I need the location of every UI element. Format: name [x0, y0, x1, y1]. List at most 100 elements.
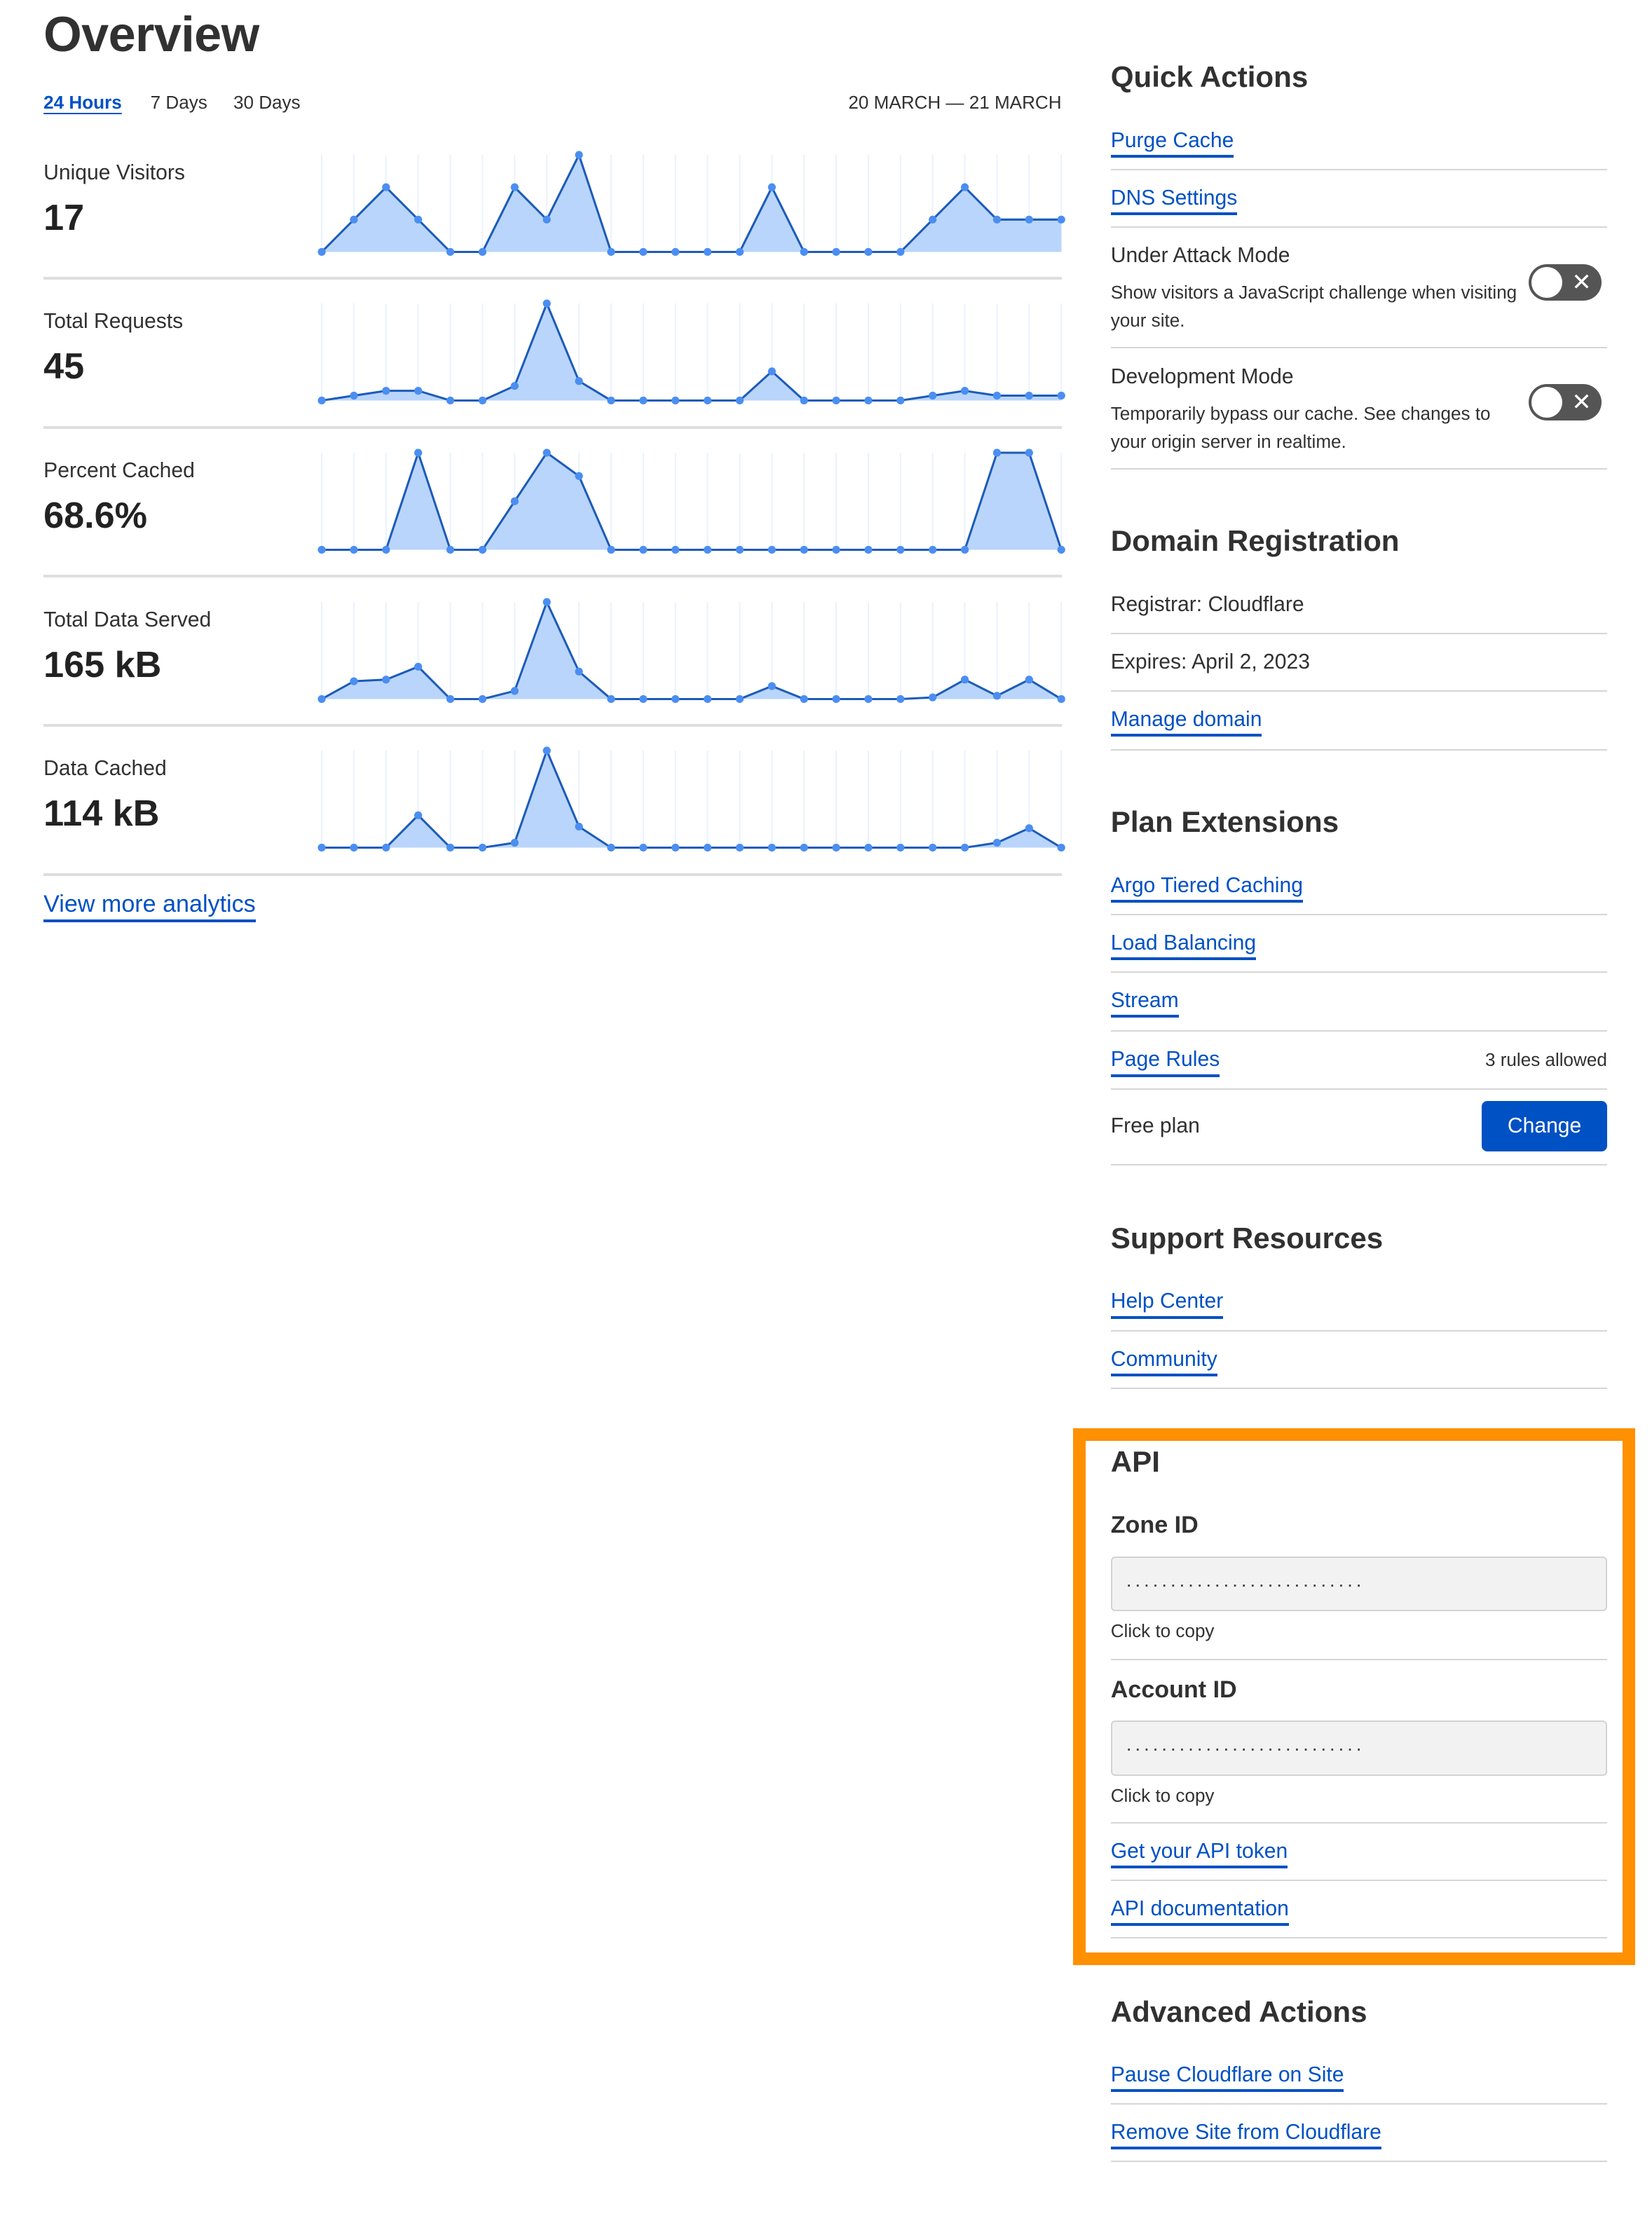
pause-cloudflare-link[interactable]: Pause Cloudflare on Site: [1110, 2061, 1344, 2092]
chart-point: [961, 545, 969, 554]
chart-point: [671, 247, 680, 256]
chart-point: [864, 397, 873, 405]
chart-point: [479, 695, 487, 703]
divider: [43, 873, 1062, 876]
chart-point: [896, 397, 905, 405]
help-center-link[interactable]: Help Center: [1110, 1287, 1224, 1319]
chart-point: [607, 545, 615, 554]
load-balancing-link[interactable]: Load Balancing: [1110, 929, 1257, 961]
chart-point: [768, 681, 777, 690]
chart-point: [318, 843, 326, 852]
chart-point: [350, 215, 358, 224]
chart-point: [479, 545, 487, 554]
chart-point: [671, 545, 680, 554]
chart-point: [414, 811, 423, 820]
argo-tiered-caching-link[interactable]: Argo Tiered Caching: [1110, 872, 1303, 903]
chart-point: [800, 843, 809, 852]
account-id-field[interactable]: ...........................: [1110, 1721, 1607, 1776]
divider: [1110, 913, 1607, 915]
plan-extensions-heading: Plan Extensions: [1110, 805, 1339, 839]
chart-point: [768, 367, 777, 376]
divider: [43, 277, 1062, 280]
chart-point: [736, 545, 744, 554]
divider: [1110, 1329, 1607, 1332]
chart-point: [800, 545, 809, 554]
chart-point: [639, 247, 648, 256]
chart-point: [575, 377, 583, 385]
chart-point: [382, 675, 390, 683]
registrar-text: Registrar: Cloudflare: [1110, 592, 1304, 616]
chart-line: [322, 748, 1063, 849]
api-documentation-link[interactable]: API documentation: [1110, 1895, 1289, 1927]
metric-value-total-data-served: 165 kB: [43, 644, 162, 685]
divider: [43, 575, 1062, 578]
tab-24-hours[interactable]: 24 Hours: [43, 92, 122, 114]
community-link[interactable]: Community: [1110, 1346, 1217, 1376]
divider: [1110, 1163, 1607, 1165]
chart-point: [929, 545, 937, 554]
chart-point: [511, 382, 519, 390]
chart-point: [607, 247, 615, 256]
get-api-token-link[interactable]: Get your API token: [1110, 1838, 1288, 1868]
divider: [1110, 1387, 1607, 1389]
chart-point: [575, 472, 583, 480]
stream-link[interactable]: Stream: [1110, 987, 1179, 1018]
chart-point: [704, 247, 712, 256]
chart-point: [446, 843, 455, 852]
chart-point: [511, 686, 519, 695]
chart-point: [575, 151, 583, 159]
chart-point: [350, 843, 358, 852]
chart-area: [322, 303, 1062, 401]
chart-point: [704, 843, 712, 852]
divider: [43, 425, 1062, 429]
chart-point: [575, 822, 583, 831]
chart-point: [704, 695, 712, 703]
chart-point: [350, 545, 358, 554]
chart-line: [321, 151, 1062, 253]
tab-30-days[interactable]: 30 Days: [233, 92, 301, 114]
manage-domain-link[interactable]: Manage domain: [1110, 706, 1262, 737]
chart-point: [993, 215, 1002, 224]
chart-point: [446, 695, 455, 703]
chart-line: [322, 449, 1063, 551]
development-mode-toggle[interactable]: ✕: [1528, 383, 1602, 420]
chart-point: [929, 215, 937, 224]
chart-point: [607, 397, 615, 405]
chart-line: [322, 301, 1062, 402]
remove-site-link[interactable]: Remove Site from Cloudflare: [1110, 2119, 1381, 2150]
chart-point: [382, 183, 390, 191]
chart-point: [607, 695, 615, 703]
change-plan-button[interactable]: Change: [1482, 1100, 1607, 1151]
chart-point: [800, 247, 809, 256]
chart-point: [1025, 824, 1034, 833]
domain-registration-heading: Domain Registration: [1110, 524, 1400, 558]
page-rules-link[interactable]: Page Rules: [1110, 1046, 1220, 1077]
divider: [1110, 971, 1607, 973]
view-more-analytics-link[interactable]: View more analytics: [43, 889, 256, 922]
under-attack-mode-toggle[interactable]: ✕: [1528, 264, 1602, 301]
chart-point: [768, 183, 777, 191]
chart-point: [993, 449, 1002, 457]
chart-point: [382, 843, 390, 852]
chart-point: [446, 397, 455, 405]
divider: [1110, 1937, 1607, 1939]
dns-settings-link[interactable]: DNS Settings: [1110, 184, 1238, 215]
date-range: 20 MARCH — 21 MARCH: [848, 92, 1062, 114]
advanced-actions-heading: Advanced Actions: [1110, 1995, 1367, 2028]
chart-point: [414, 662, 423, 671]
chart-point: [832, 247, 841, 256]
chart-point: [864, 695, 873, 703]
x-icon: ✕: [1571, 388, 1592, 416]
chart-point: [479, 247, 487, 256]
chart-point: [607, 843, 615, 852]
purge-cache-link[interactable]: Purge Cache: [1110, 127, 1234, 158]
zone-id-field[interactable]: ...........................: [1110, 1556, 1607, 1611]
chart-point: [800, 397, 809, 405]
chart-point: [542, 746, 552, 755]
chart-point: [542, 299, 552, 308]
tab-7-days[interactable]: 7 Days: [150, 92, 207, 114]
chart-total-requests: [318, 299, 1066, 405]
chart-point: [929, 843, 937, 852]
page-rules-note: 3 rules allowed: [1485, 1049, 1607, 1071]
